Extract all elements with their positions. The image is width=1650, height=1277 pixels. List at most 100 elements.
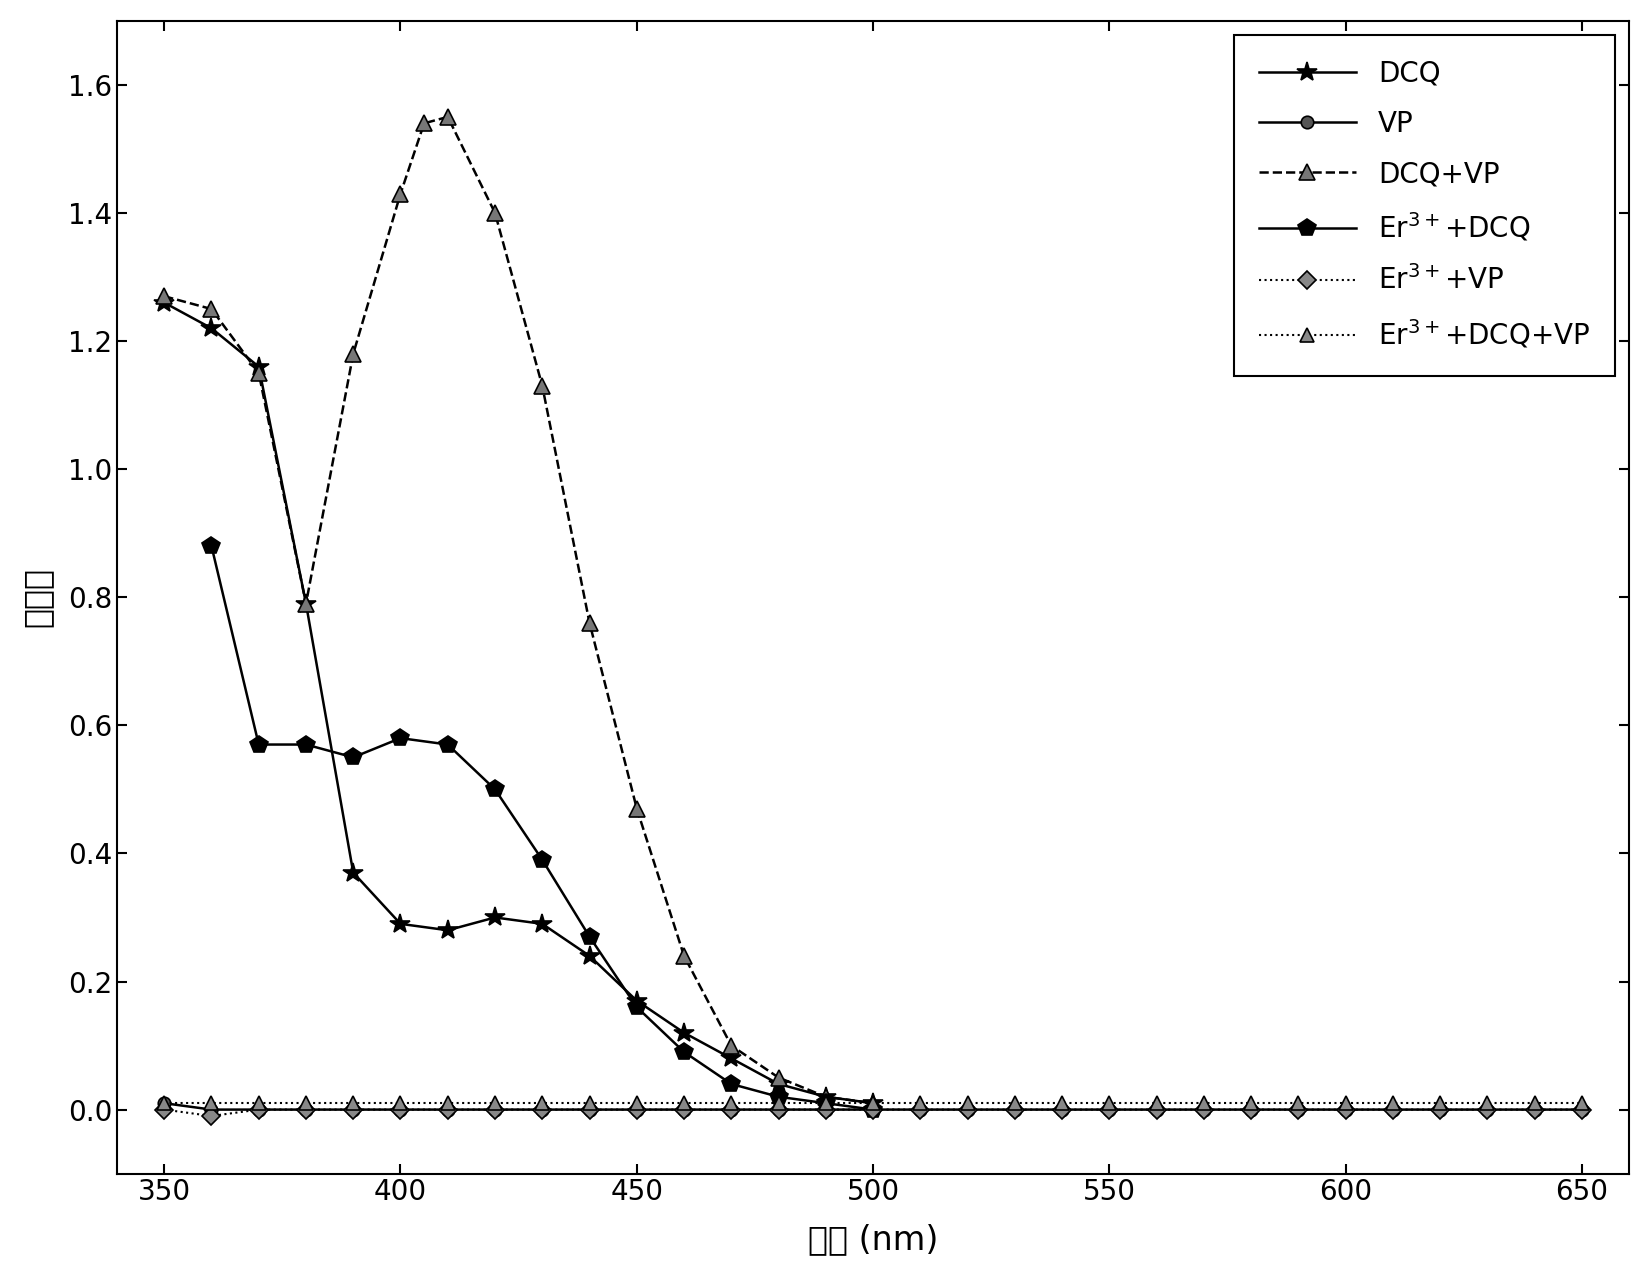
Line: Er$^{3+}$+VP: Er$^{3+}$+VP bbox=[158, 1103, 1589, 1122]
Er$^{3+}$+VP bbox=[815, 1102, 835, 1117]
Er$^{3+}$+DCQ bbox=[249, 737, 269, 752]
VP bbox=[911, 1102, 931, 1117]
VP bbox=[1099, 1102, 1119, 1117]
Er$^{3+}$+VP bbox=[627, 1102, 647, 1117]
VP bbox=[249, 1102, 269, 1117]
DCQ+VP bbox=[295, 596, 315, 612]
Er$^{3+}$+VP bbox=[1099, 1102, 1119, 1117]
Er$^{3+}$+DCQ+VP bbox=[957, 1096, 977, 1111]
Er$^{3+}$+VP bbox=[579, 1102, 599, 1117]
Er$^{3+}$+DCQ bbox=[295, 737, 315, 752]
Er$^{3+}$+DCQ+VP bbox=[1525, 1096, 1544, 1111]
Er$^{3+}$+DCQ+VP bbox=[863, 1096, 883, 1111]
DCQ+VP bbox=[579, 616, 599, 631]
VP bbox=[1383, 1102, 1402, 1117]
Er$^{3+}$+DCQ bbox=[391, 730, 411, 746]
VP bbox=[957, 1102, 977, 1117]
DCQ bbox=[627, 994, 647, 1009]
Er$^{3+}$+VP bbox=[533, 1102, 553, 1117]
VP bbox=[295, 1102, 315, 1117]
VP bbox=[769, 1102, 789, 1117]
Line: DCQ+VP: DCQ+VP bbox=[157, 110, 881, 1111]
VP bbox=[721, 1102, 741, 1117]
Er$^{3+}$+DCQ+VP bbox=[437, 1096, 457, 1111]
X-axis label: 波长 (nm): 波长 (nm) bbox=[808, 1223, 939, 1257]
Er$^{3+}$+VP bbox=[1005, 1102, 1025, 1117]
VP bbox=[201, 1102, 221, 1117]
DCQ+VP bbox=[533, 378, 553, 393]
Er$^{3+}$+VP bbox=[1147, 1102, 1167, 1117]
Er$^{3+}$+VP bbox=[1053, 1102, 1072, 1117]
VP bbox=[533, 1102, 553, 1117]
Er$^{3+}$+DCQ+VP bbox=[627, 1096, 647, 1111]
DCQ+VP bbox=[675, 949, 695, 964]
Er$^{3+}$+DCQ bbox=[863, 1102, 883, 1117]
Er$^{3+}$+DCQ+VP bbox=[391, 1096, 411, 1111]
Er$^{3+}$+VP bbox=[1195, 1102, 1214, 1117]
Er$^{3+}$+VP bbox=[155, 1102, 175, 1117]
Er$^{3+}$+DCQ+VP bbox=[249, 1096, 269, 1111]
DCQ+VP bbox=[249, 365, 269, 381]
Er$^{3+}$+DCQ bbox=[721, 1077, 741, 1092]
Er$^{3+}$+VP bbox=[1525, 1102, 1544, 1117]
DCQ+VP bbox=[343, 346, 363, 361]
DCQ bbox=[343, 865, 363, 880]
Er$^{3+}$+VP bbox=[1336, 1102, 1356, 1117]
DCQ+VP bbox=[414, 116, 434, 132]
Er$^{3+}$+DCQ bbox=[485, 782, 505, 797]
DCQ+VP bbox=[863, 1096, 883, 1111]
Er$^{3+}$+DCQ bbox=[343, 750, 363, 765]
Er$^{3+}$+VP bbox=[957, 1102, 977, 1117]
Er$^{3+}$+DCQ+VP bbox=[1241, 1096, 1261, 1111]
Er$^{3+}$+DCQ+VP bbox=[815, 1096, 835, 1111]
Er$^{3+}$+DCQ+VP bbox=[911, 1096, 931, 1111]
Er$^{3+}$+VP bbox=[1572, 1102, 1592, 1117]
DCQ bbox=[437, 922, 457, 937]
Er$^{3+}$+DCQ bbox=[579, 928, 599, 944]
DCQ bbox=[533, 916, 553, 931]
Er$^{3+}$+DCQ+VP bbox=[1336, 1096, 1356, 1111]
Er$^{3+}$+DCQ bbox=[437, 737, 457, 752]
Er$^{3+}$+VP bbox=[1477, 1102, 1497, 1117]
DCQ bbox=[721, 1051, 741, 1066]
Er$^{3+}$+DCQ+VP bbox=[1195, 1096, 1214, 1111]
DCQ bbox=[769, 1077, 789, 1092]
Er$^{3+}$+DCQ bbox=[815, 1096, 835, 1111]
DCQ bbox=[675, 1025, 695, 1041]
Legend: DCQ, VP, DCQ+VP, Er$^{3+}$+DCQ, Er$^{3+}$+VP, Er$^{3+}$+DCQ+VP: DCQ, VP, DCQ+VP, Er$^{3+}$+DCQ, Er$^{3+}… bbox=[1234, 34, 1615, 375]
Er$^{3+}$+DCQ+VP bbox=[155, 1096, 175, 1111]
Er$^{3+}$+VP bbox=[721, 1102, 741, 1117]
Line: DCQ: DCQ bbox=[153, 292, 883, 1114]
Er$^{3+}$+DCQ+VP bbox=[485, 1096, 505, 1111]
Er$^{3+}$+VP bbox=[769, 1102, 789, 1117]
DCQ+VP bbox=[627, 801, 647, 816]
VP bbox=[437, 1102, 457, 1117]
DCQ bbox=[249, 359, 269, 374]
Er$^{3+}$+VP bbox=[911, 1102, 931, 1117]
VP bbox=[815, 1102, 835, 1117]
Er$^{3+}$+DCQ+VP bbox=[1005, 1096, 1025, 1111]
DCQ+VP bbox=[155, 289, 175, 304]
Er$^{3+}$+DCQ+VP bbox=[675, 1096, 695, 1111]
Er$^{3+}$+DCQ+VP bbox=[1477, 1096, 1497, 1111]
DCQ bbox=[815, 1089, 835, 1105]
VP bbox=[1005, 1102, 1025, 1117]
Er$^{3+}$+DCQ+VP bbox=[579, 1096, 599, 1111]
VP bbox=[579, 1102, 599, 1117]
Er$^{3+}$+DCQ bbox=[201, 539, 221, 554]
Er$^{3+}$+DCQ+VP bbox=[201, 1096, 221, 1111]
VP bbox=[485, 1102, 505, 1117]
VP bbox=[1053, 1102, 1072, 1117]
DCQ bbox=[579, 949, 599, 964]
VP bbox=[155, 1096, 175, 1111]
Er$^{3+}$+VP bbox=[201, 1108, 221, 1124]
Er$^{3+}$+VP bbox=[1289, 1102, 1308, 1117]
Er$^{3+}$+VP bbox=[437, 1102, 457, 1117]
Er$^{3+}$+DCQ bbox=[627, 1000, 647, 1015]
VP bbox=[1289, 1102, 1308, 1117]
Er$^{3+}$+DCQ+VP bbox=[533, 1096, 553, 1111]
DCQ bbox=[485, 909, 505, 925]
VP bbox=[1477, 1102, 1497, 1117]
VP bbox=[343, 1102, 363, 1117]
DCQ bbox=[155, 295, 175, 310]
